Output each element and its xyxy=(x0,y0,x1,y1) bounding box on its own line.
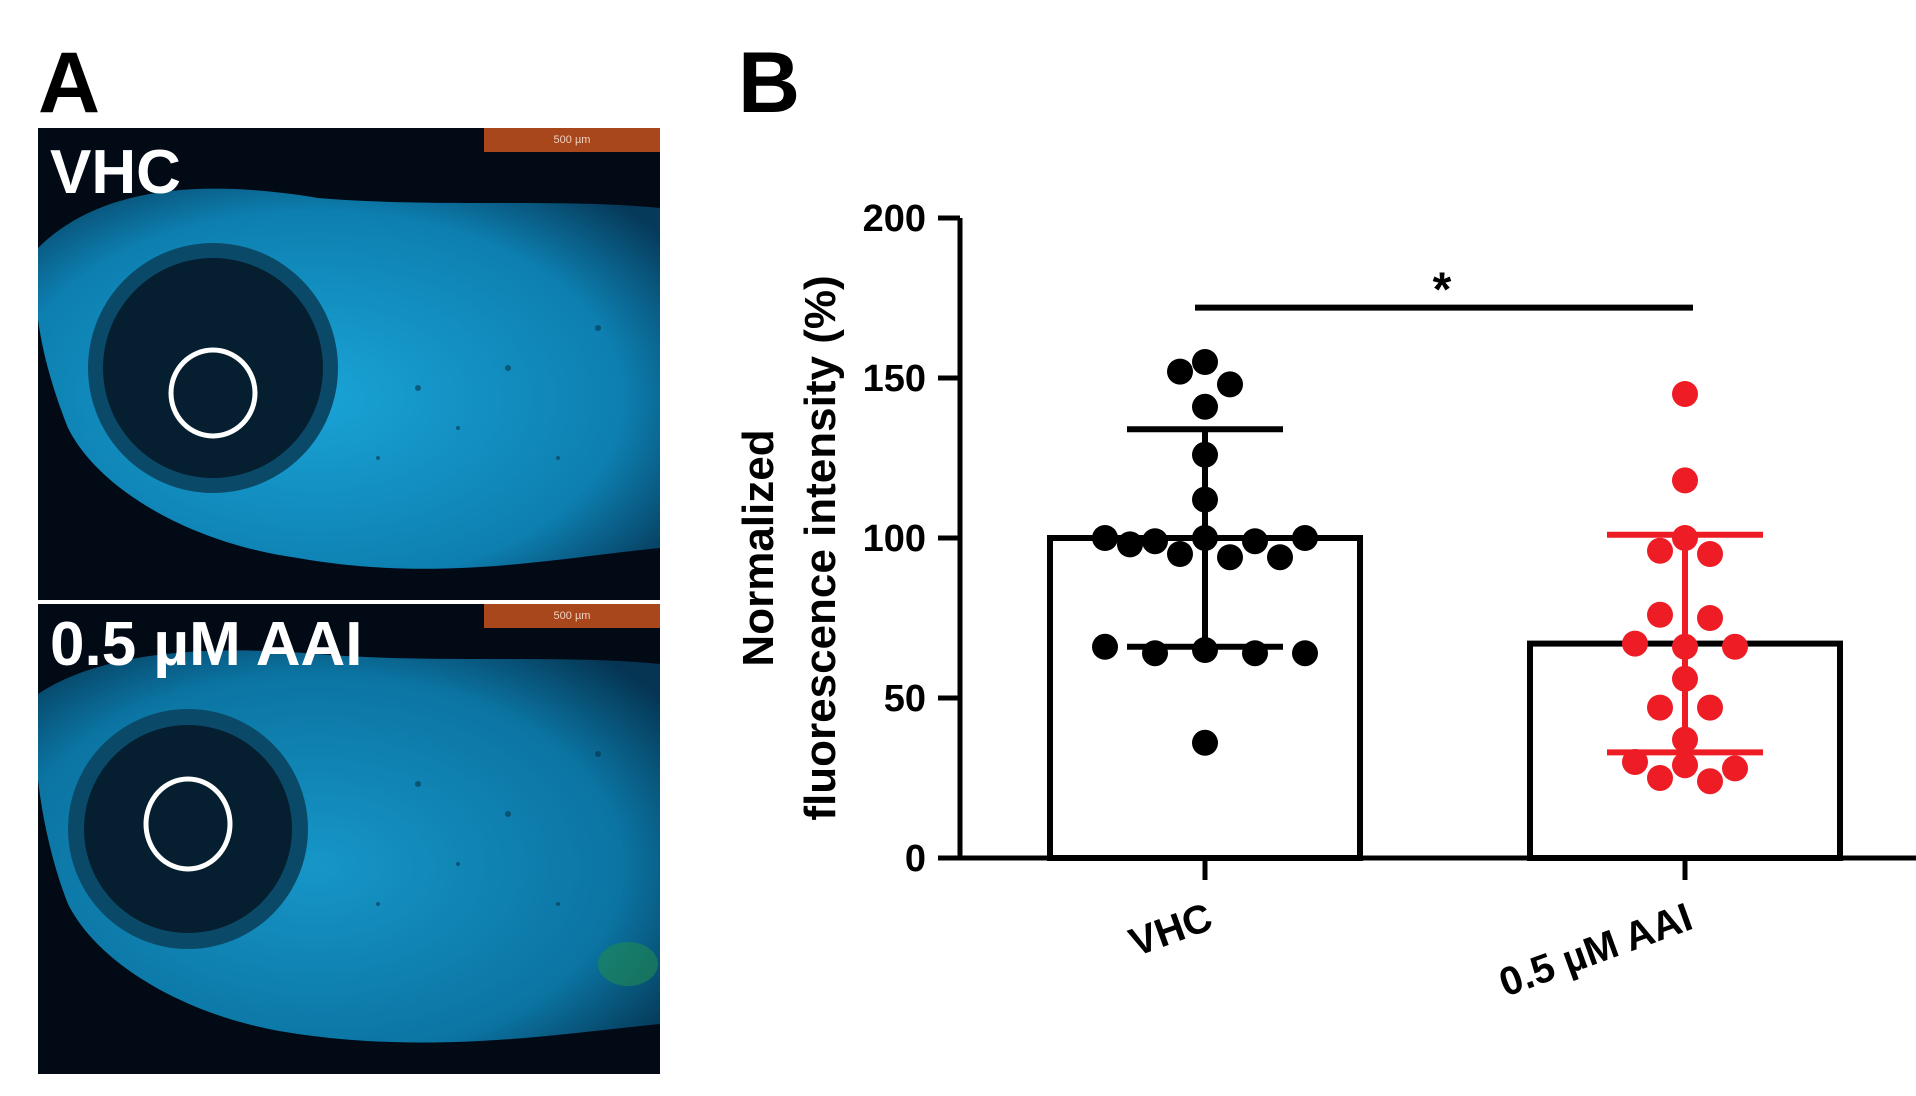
data-point-1 xyxy=(1622,749,1648,775)
fish-image-aai: 0.5 µM AAI 500 µm xyxy=(38,604,660,1074)
scale-bar-aai: 500 µm xyxy=(484,604,660,628)
y-axis-label: Normalized xyxy=(734,429,783,666)
data-point-0 xyxy=(1192,393,1218,420)
x-tick-label: 0.5 µM AAI xyxy=(1494,895,1698,1005)
data-point-1 xyxy=(1672,467,1698,494)
bar-chart: 0 50 100 150 200 Normalized fluorescence inten… xyxy=(734,198,1916,1005)
scale-bar-vhc: 500 µm xyxy=(484,128,660,152)
data-point-0 xyxy=(1267,544,1293,571)
significance-label: * xyxy=(1433,264,1452,317)
data-point-0 xyxy=(1292,640,1318,667)
data-point-1 xyxy=(1697,694,1723,721)
fish-drawing-vhc xyxy=(38,188,660,569)
y-tick-label: 200 xyxy=(863,198,926,240)
data-point-1 xyxy=(1697,605,1723,631)
y-tick-label: 50 xyxy=(884,678,926,720)
data-point-1 xyxy=(1722,633,1748,660)
data-point-0 xyxy=(1242,528,1268,555)
y-tick-label: 0 xyxy=(905,838,926,880)
y-tick-label: 150 xyxy=(863,358,926,400)
data-point-1 xyxy=(1647,694,1673,721)
data-point-0 xyxy=(1192,637,1218,663)
panel-a-letter: A xyxy=(38,35,101,131)
data-point-0 xyxy=(1192,729,1218,756)
x-tick-label: VHC xyxy=(1124,895,1218,965)
y-tick-label: 100 xyxy=(863,518,926,560)
data-point-0 xyxy=(1092,525,1118,551)
data-point-0 xyxy=(1167,541,1193,567)
data-point-0 xyxy=(1217,371,1243,398)
data-point-0 xyxy=(1092,633,1118,660)
data-point-0 xyxy=(1192,349,1218,375)
fish-drawing-aai xyxy=(38,650,660,1043)
data-point-1 xyxy=(1697,541,1723,567)
data-point-1 xyxy=(1622,630,1648,657)
data-point-0 xyxy=(1142,528,1168,555)
y-axis-label: fluorescence intensity (%) xyxy=(796,275,845,820)
data-point-0 xyxy=(1167,358,1193,385)
data-point-0 xyxy=(1117,531,1143,558)
data-point-1 xyxy=(1722,755,1748,782)
image-label-aai: 0.5 µM AAI xyxy=(50,610,363,679)
data-point-1 xyxy=(1647,765,1673,791)
data-point-1 xyxy=(1647,601,1673,628)
fish-image-vhc: VHC 500 µm xyxy=(38,128,660,600)
data-point-1 xyxy=(1647,537,1673,564)
data-point-0 xyxy=(1217,544,1243,571)
data-point-1 xyxy=(1672,381,1698,407)
panel-b-letter: B xyxy=(738,35,801,131)
data-point-0 xyxy=(1292,525,1318,551)
data-point-1 xyxy=(1672,752,1698,779)
data-point-1 xyxy=(1697,768,1723,795)
image-label-vhc: VHC xyxy=(50,138,181,207)
